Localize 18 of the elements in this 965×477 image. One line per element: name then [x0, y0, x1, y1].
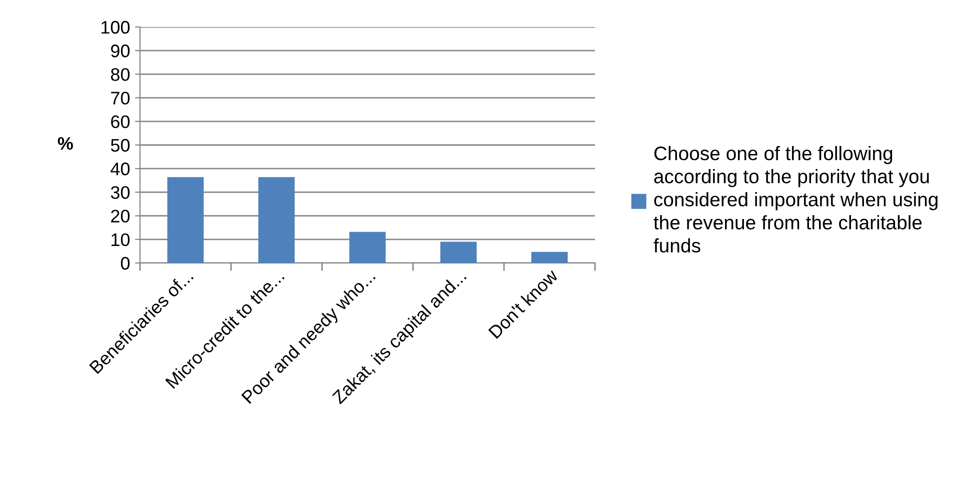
y-tick-label: 20	[111, 210, 130, 223]
y-tick-label: 90	[111, 44, 130, 58]
y-tick-label: 70	[111, 92, 130, 105]
bar	[531, 252, 568, 263]
y-tick-label: 30	[110, 186, 130, 199]
bar	[258, 177, 295, 263]
y-tick-label: 10	[112, 233, 130, 246]
bar	[167, 177, 204, 263]
legend-label: Choose one of the following according to the priority that you considered important when using the revenue from the charitable funds	[654, 146, 938, 253]
y-tick-label: 40	[110, 162, 130, 176]
y-tick-label: 0	[120, 256, 130, 270]
y-tick-label: 80	[110, 68, 130, 81]
y-tick-label: 100	[102, 20, 130, 34]
bar	[349, 232, 386, 263]
y-tick-label: 50	[110, 138, 130, 152]
bar	[440, 242, 477, 263]
y-tick-label: 60	[111, 115, 130, 128]
y-axis-title: %	[58, 137, 73, 150]
